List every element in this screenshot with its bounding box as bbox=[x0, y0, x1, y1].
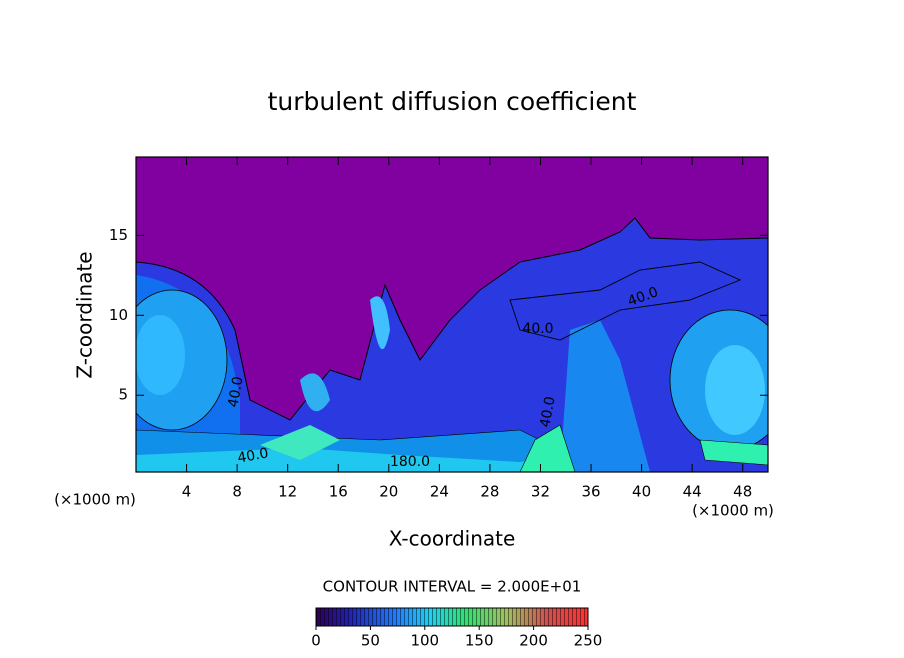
y-axis-label: Z-coordinate bbox=[73, 251, 97, 378]
x-tick-label: 24 bbox=[430, 483, 449, 501]
colorbar-tick-label: 100 bbox=[410, 632, 439, 650]
colorbar-frame bbox=[315, 607, 589, 627]
x-tick-label: 48 bbox=[733, 483, 752, 501]
chart-title: turbulent diffusion coefficient bbox=[268, 87, 637, 116]
y-tick-label: 15 bbox=[109, 226, 128, 244]
x-tick-label: 36 bbox=[581, 483, 600, 501]
colorbar-tick-label: 200 bbox=[519, 632, 548, 650]
contour-label: 180.0 bbox=[390, 454, 430, 470]
colorbar-tick-label: 250 bbox=[574, 632, 603, 650]
x-tick-label: 40 bbox=[632, 483, 651, 501]
y-tick-label: 10 bbox=[109, 306, 128, 324]
plot-frame bbox=[135, 156, 769, 473]
colorbar-tick-label: 0 bbox=[311, 632, 321, 650]
x-tick-label: 4 bbox=[182, 483, 192, 501]
x-tick-label: 12 bbox=[278, 483, 297, 501]
colorbar-title: CONTOUR INTERVAL = 2.000E+01 bbox=[323, 578, 582, 596]
contour-label: 40.0 bbox=[225, 375, 246, 408]
contour-label: 40.0 bbox=[522, 321, 553, 337]
x-tick-label: 20 bbox=[379, 483, 398, 501]
x-tick-label: 28 bbox=[480, 483, 499, 501]
field bbox=[136, 157, 768, 472]
colorbar-tick-label: 50 bbox=[361, 632, 380, 650]
x-tick-label: 32 bbox=[531, 483, 550, 501]
contour-label: 40.0 bbox=[537, 395, 558, 428]
contour-label: 40.0 bbox=[236, 445, 269, 466]
x-tick-label: 8 bbox=[232, 483, 242, 501]
x-unit-label: (×1000 m) bbox=[54, 491, 136, 509]
x-tick-label: 16 bbox=[329, 483, 348, 501]
y-tick-label: 5 bbox=[118, 386, 128, 404]
x-axis-label: X-coordinate bbox=[389, 527, 516, 551]
x-tick-label: 44 bbox=[683, 483, 702, 501]
x-unit-label: (×1000 m) bbox=[692, 502, 774, 520]
colorbar-tick-label: 150 bbox=[465, 632, 494, 650]
